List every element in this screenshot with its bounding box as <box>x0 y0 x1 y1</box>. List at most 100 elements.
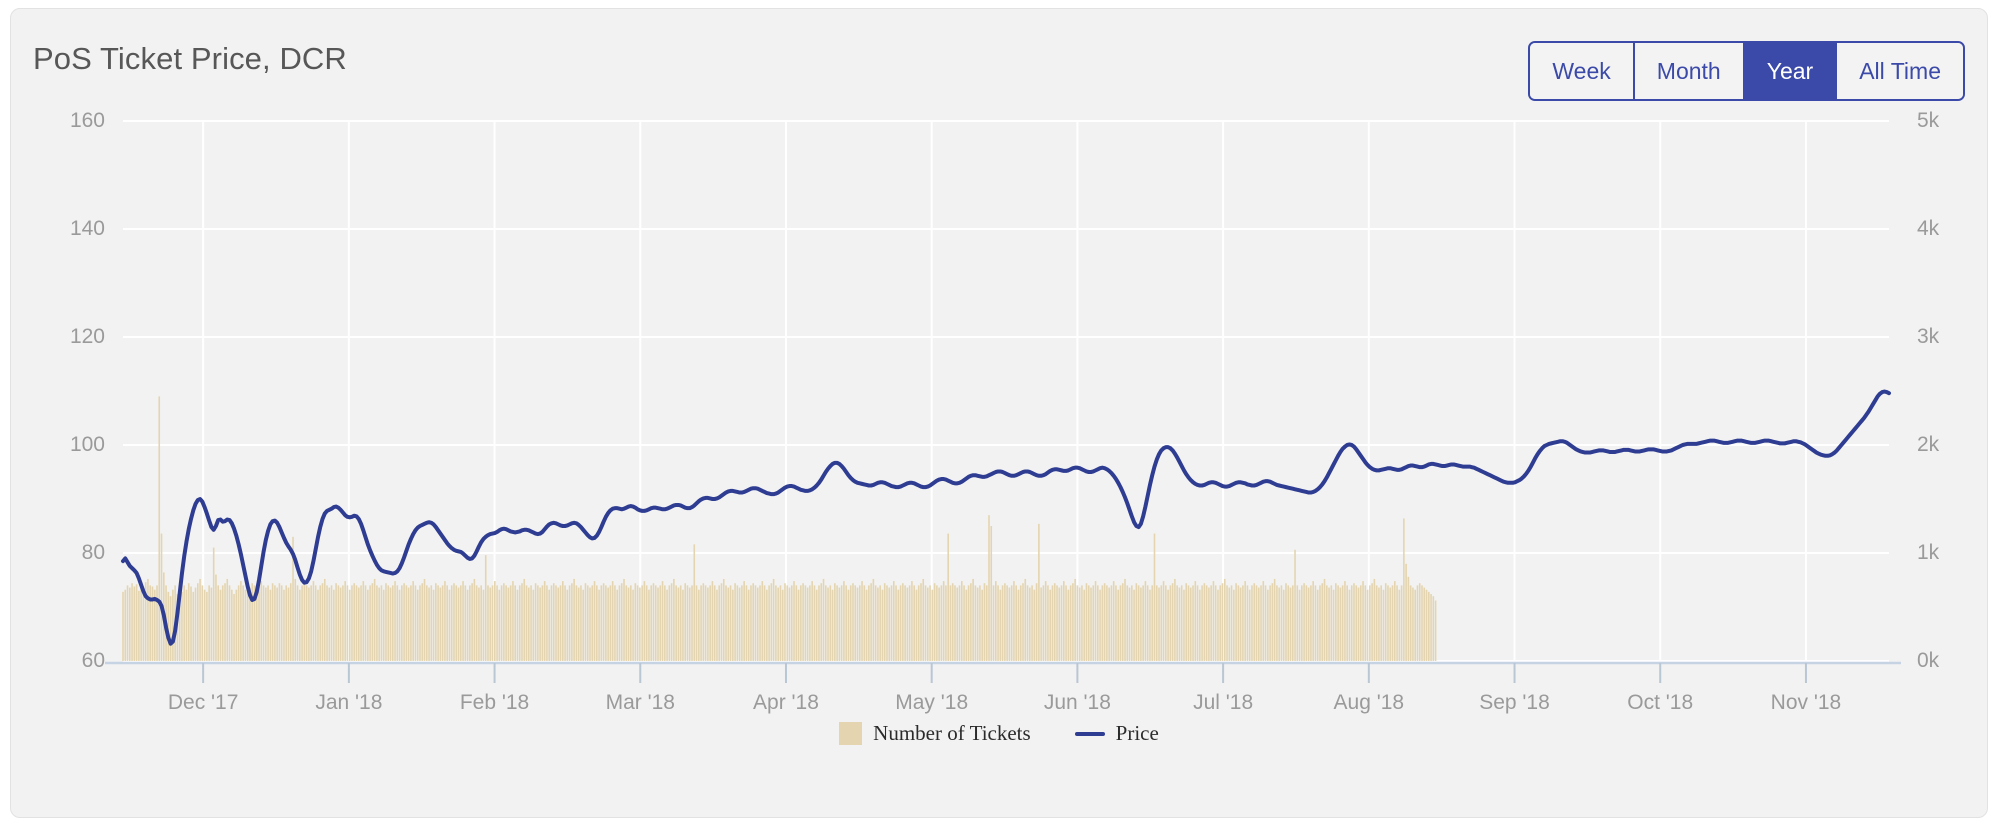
range-selector[interactable]: Week Month Year All Time <box>1528 41 1965 101</box>
range-button-year[interactable]: Year <box>1744 43 1838 99</box>
chart-svg <box>105 120 1901 683</box>
bar <box>677 587 680 661</box>
bar <box>1187 585 1190 661</box>
bar <box>965 589 968 661</box>
bar <box>1214 585 1217 661</box>
bar <box>1090 587 1092 661</box>
bar <box>1280 585 1283 661</box>
bar <box>632 589 634 661</box>
bar <box>906 587 909 661</box>
bar <box>979 585 981 661</box>
bar <box>1031 585 1033 661</box>
bar <box>1101 585 1104 661</box>
bar <box>786 585 789 661</box>
bar <box>158 396 161 661</box>
bar <box>743 581 745 661</box>
bar <box>428 587 430 661</box>
bar <box>357 587 360 661</box>
bar <box>221 585 224 661</box>
bar <box>1038 523 1040 661</box>
bar <box>1350 585 1353 661</box>
bar <box>611 581 614 661</box>
legend-item-price[interactable]: Price <box>1074 721 1159 746</box>
y-axis-right-tick-label: 3k <box>1917 325 1940 348</box>
bar <box>514 585 516 661</box>
bar <box>652 583 655 661</box>
bar <box>552 583 555 661</box>
legend-item-number-of-tickets[interactable]: Number of Tickets <box>839 721 1031 746</box>
bar <box>586 585 589 661</box>
bar <box>795 585 798 661</box>
bar <box>1359 585 1362 661</box>
bar <box>1223 578 1226 661</box>
bar <box>654 585 657 661</box>
bar <box>1332 589 1335 661</box>
bar <box>1432 596 1435 661</box>
bar <box>1371 583 1373 661</box>
bar <box>1235 583 1237 661</box>
bar <box>224 583 226 661</box>
bar <box>197 583 199 661</box>
bar <box>1396 585 1398 661</box>
bar <box>936 585 938 661</box>
bar <box>815 589 818 661</box>
chart-legend: Number of Tickets Price <box>11 721 1987 746</box>
bar <box>972 578 974 661</box>
bar <box>904 585 906 661</box>
bar <box>772 578 775 661</box>
bar <box>577 587 580 661</box>
range-button-all-time[interactable]: All Time <box>1837 43 1963 99</box>
bar <box>1165 585 1167 661</box>
bar <box>1362 581 1364 661</box>
bar <box>888 587 891 661</box>
bar <box>412 581 414 661</box>
bar <box>312 581 315 661</box>
bar <box>1405 563 1407 661</box>
x-axis-tick-marks <box>202 663 1807 683</box>
bar <box>1260 585 1262 661</box>
bar <box>1124 578 1126 661</box>
bar <box>199 578 201 661</box>
bar <box>242 585 244 661</box>
line-series-price <box>121 389 1891 646</box>
bar <box>695 585 698 661</box>
range-button-week[interactable]: Week <box>1530 43 1635 99</box>
y-axis-right-tick-label: 4k <box>1917 217 1940 240</box>
bar <box>1246 585 1249 661</box>
bar <box>285 585 288 661</box>
bar <box>650 585 653 661</box>
bar <box>589 587 591 661</box>
bar <box>317 589 319 661</box>
bar <box>1205 585 1208 661</box>
bar <box>557 587 560 661</box>
bar <box>299 589 301 661</box>
bar <box>691 585 693 661</box>
bar <box>1251 585 1253 661</box>
bar <box>1312 581 1314 661</box>
bar <box>627 587 630 661</box>
range-button-month[interactable]: Month <box>1634 43 1745 99</box>
bar <box>235 589 238 661</box>
bar <box>881 589 884 661</box>
bar <box>793 581 795 661</box>
bar <box>539 587 541 661</box>
bar <box>1180 585 1183 661</box>
bar <box>255 589 258 661</box>
bar <box>1140 587 1142 661</box>
bar <box>951 583 954 661</box>
bar <box>571 583 573 661</box>
y-axis-left-tick-label: 140 <box>69 217 105 240</box>
bar <box>568 585 571 661</box>
bar <box>1115 585 1117 661</box>
bar <box>596 585 598 661</box>
bar <box>1282 589 1285 661</box>
bar <box>333 589 335 661</box>
bar <box>763 585 766 661</box>
bar <box>775 585 777 661</box>
bar <box>382 589 385 661</box>
bar <box>1319 585 1321 661</box>
bar <box>1085 583 1088 661</box>
bar <box>1434 600 1437 661</box>
bar <box>865 589 868 661</box>
bar <box>747 589 750 661</box>
